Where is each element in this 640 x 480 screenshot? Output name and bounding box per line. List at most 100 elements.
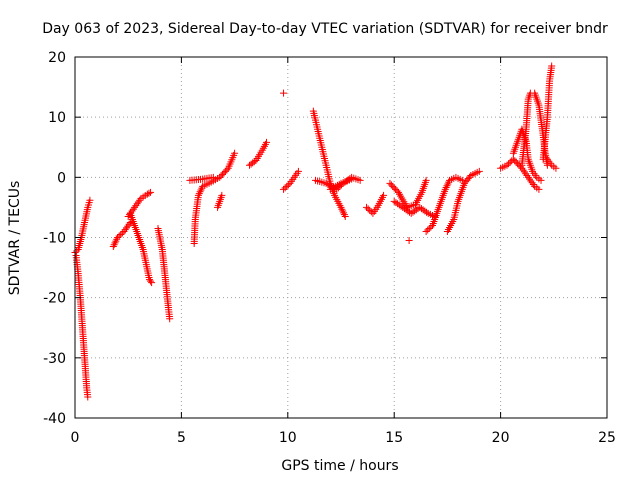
data-point (147, 277, 155, 285)
data-point (132, 202, 140, 210)
x-tick-label: 20 (492, 430, 510, 446)
data-point (84, 393, 92, 401)
data-point (512, 158, 520, 166)
data-point (120, 227, 128, 235)
data-point (335, 180, 343, 188)
data-point (514, 160, 522, 168)
data-arc (72, 252, 92, 401)
data-arc (543, 155, 560, 172)
data-arc (154, 224, 174, 323)
data-point (535, 185, 543, 193)
data-points (71, 62, 560, 401)
data-point (220, 169, 228, 177)
data-point (425, 224, 433, 232)
y-tick-label: -40 (43, 411, 66, 427)
data-point (111, 239, 119, 247)
data-point (223, 166, 231, 174)
data-arc (422, 173, 466, 235)
y-tick-label: 0 (57, 170, 66, 186)
data-point (442, 184, 450, 192)
data-point (511, 157, 519, 165)
data-point (281, 184, 289, 192)
data-point (341, 212, 349, 220)
data-point (340, 211, 348, 219)
data-point (332, 182, 340, 190)
y-axis-label: SDTVAR / TECUs (7, 181, 23, 296)
grid (75, 57, 607, 418)
data-point (125, 220, 133, 228)
data-point (338, 205, 346, 213)
data-point (195, 190, 203, 198)
data-point (109, 243, 117, 251)
data-point (121, 226, 129, 234)
data-point (324, 180, 332, 188)
data-point (364, 205, 372, 213)
data-point (136, 196, 144, 204)
data-point (148, 279, 156, 287)
data-point (219, 170, 227, 178)
data-point (363, 203, 371, 211)
data-point (422, 176, 430, 184)
data-point (444, 180, 452, 188)
data-arc (390, 197, 439, 220)
data-point (505, 160, 513, 168)
data-point (356, 176, 364, 184)
data-point (129, 205, 137, 213)
data-point (441, 185, 449, 193)
data-point (423, 208, 431, 216)
data-point (166, 315, 174, 323)
data-point (386, 179, 394, 187)
data-point (524, 173, 532, 181)
data-point (340, 209, 348, 217)
data-point (339, 207, 347, 215)
data-point (529, 181, 537, 189)
data-point (509, 155, 517, 163)
data-arc (363, 191, 388, 217)
data-point (117, 230, 125, 238)
data-point (250, 158, 258, 166)
data-point (390, 184, 398, 192)
data-arc (190, 149, 239, 248)
data-point (548, 62, 556, 70)
data-point (328, 184, 336, 192)
data-point (197, 186, 205, 194)
data-arc (186, 173, 217, 184)
data-point (112, 237, 120, 245)
data-point (194, 191, 202, 199)
data-point (537, 176, 545, 184)
y-tick-label: -20 (43, 291, 66, 307)
data-point (134, 198, 142, 206)
data-point (506, 158, 514, 166)
data-point (405, 237, 413, 245)
data-arc (497, 155, 543, 193)
data-point (118, 229, 126, 237)
data-point (475, 167, 483, 175)
data-point (522, 170, 530, 178)
x-tick-label: 25 (598, 430, 616, 446)
data-point (392, 185, 400, 193)
x-tick-label: 10 (279, 430, 297, 446)
data-point (520, 168, 528, 176)
data-point (198, 184, 206, 192)
data-arc (280, 167, 302, 193)
data-point (216, 173, 224, 181)
data-point (115, 232, 123, 240)
data-point (124, 222, 132, 230)
x-tick-label: 0 (71, 430, 80, 446)
data-arc (405, 237, 413, 245)
data-point (519, 166, 527, 174)
data-point (528, 179, 536, 187)
data-point (330, 183, 338, 191)
data-arc (126, 209, 156, 287)
data-arc (245, 138, 271, 169)
data-point (231, 149, 239, 157)
data-point (280, 89, 288, 97)
data-arc (71, 196, 94, 257)
data-point (131, 203, 139, 211)
data-point (503, 161, 511, 169)
y-tick-label: -10 (43, 231, 66, 247)
data-point (114, 234, 122, 241)
data-point (122, 224, 130, 232)
data-arc (386, 176, 430, 211)
